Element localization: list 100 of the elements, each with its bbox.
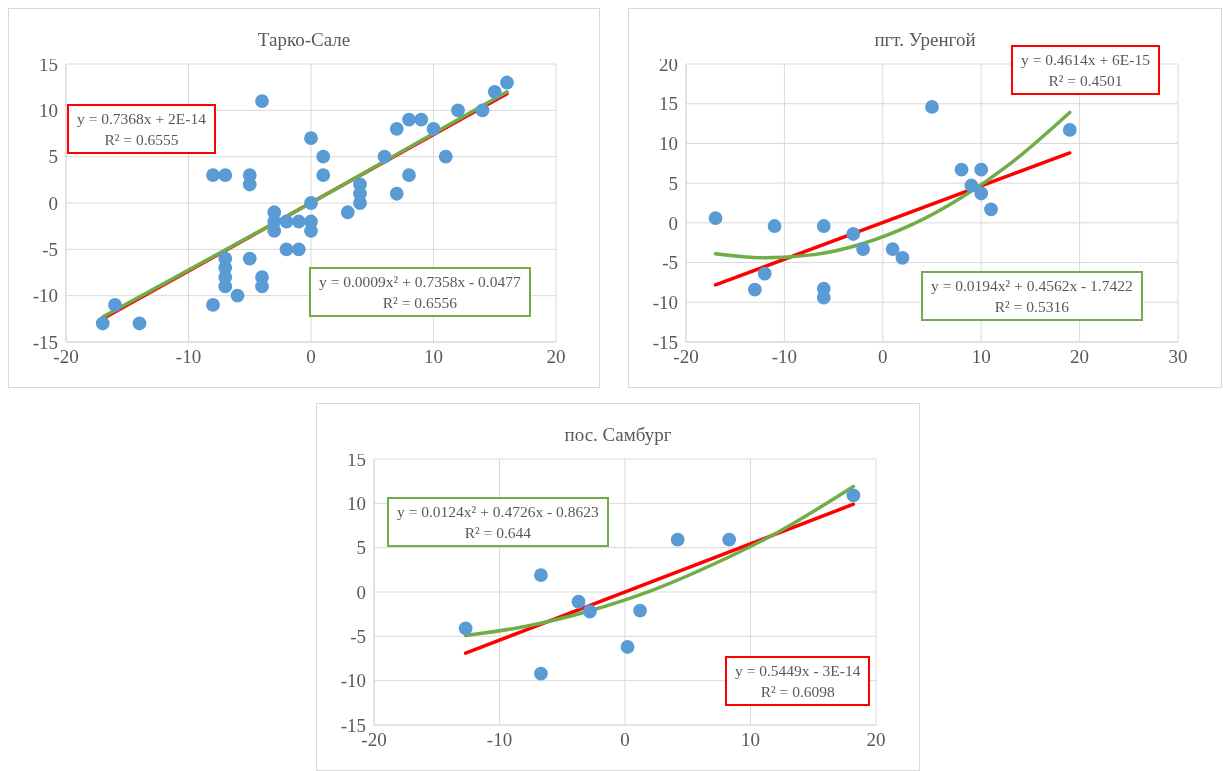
point <box>747 282 762 297</box>
x-tick-label: -10 <box>771 346 798 368</box>
point <box>487 84 502 99</box>
x-tick-label: 0 <box>878 346 888 368</box>
y-tick-label: 0 <box>356 581 366 603</box>
point <box>954 162 969 177</box>
line-series <box>713 110 1072 260</box>
x-tick-label: 10 <box>971 346 991 368</box>
point <box>895 250 910 265</box>
point <box>279 214 294 229</box>
point <box>206 298 220 312</box>
point <box>984 202 998 217</box>
point <box>964 178 979 193</box>
point <box>291 242 306 257</box>
annotation: y = 0.0194x² + 0.4562x - 1.7422 R² = 0.5316 <box>921 271 1143 321</box>
y-tick-label: -5 <box>42 239 58 261</box>
y-tick-label: 10 <box>659 133 678 155</box>
y-tick-label: 5 <box>668 172 678 194</box>
x-tick-label: 30 <box>1168 346 1188 368</box>
point <box>316 149 331 164</box>
point <box>757 266 772 281</box>
y-tick-label: -15 <box>652 331 678 353</box>
annotation: y = 0.7368x + 2E-14 R² = 0.6555 <box>67 104 216 154</box>
y-tick-label: -10 <box>340 670 366 692</box>
point <box>451 103 465 118</box>
x-tick-label: 10 <box>741 729 760 751</box>
y-tick-label: 10 <box>39 100 58 122</box>
point <box>426 121 441 136</box>
x-tick-label: 0 <box>306 346 316 368</box>
point <box>534 568 548 583</box>
point <box>1062 123 1077 137</box>
point <box>925 100 939 114</box>
point <box>458 621 473 636</box>
point <box>708 211 723 225</box>
chart-title: пос. Самбург <box>564 424 672 445</box>
y-tick-label: 0 <box>668 212 678 234</box>
point <box>255 94 269 108</box>
x-tick-label: 10 <box>424 346 443 368</box>
x-tick-label: 20 <box>866 729 886 751</box>
point <box>620 640 635 654</box>
point <box>582 604 597 619</box>
point <box>353 196 367 210</box>
chart-title: пгт. Уренгой <box>874 29 976 50</box>
point <box>108 298 122 312</box>
chart-title: Тарко-Сале <box>257 29 351 50</box>
annotation: y = 0.0124x² + 0.4726x - 0.8623 R² = 0.644 <box>387 497 609 547</box>
annotation: y = 0.0009x² + 0.7358x - 0.0477 R² = 0.6556 <box>309 267 531 317</box>
point <box>242 177 257 192</box>
annotation: y = 0.5449x - 3E-14 R² = 0.6098 <box>725 656 871 706</box>
point <box>316 168 331 183</box>
x-tick-label: -10 <box>486 729 513 751</box>
y-tick-label: 10 <box>347 493 366 515</box>
x-tick-label: -10 <box>175 346 202 368</box>
point <box>846 227 861 241</box>
y-tick-label: 15 <box>39 53 58 75</box>
y-tick-label: -10 <box>652 292 678 314</box>
point <box>633 603 647 618</box>
point <box>438 149 453 164</box>
point <box>377 149 392 164</box>
annotation: y = 0.4614x + 6E-15 R² = 0.4501 <box>1011 45 1160 95</box>
point <box>389 121 404 136</box>
point <box>242 251 257 266</box>
point <box>475 103 490 118</box>
point <box>414 112 429 127</box>
point <box>816 219 831 233</box>
y-tick-label: -5 <box>662 252 678 274</box>
x-tick-label: 20 <box>546 346 566 368</box>
point <box>974 186 989 201</box>
point <box>500 75 514 90</box>
y-tick-label: 15 <box>347 448 366 470</box>
y-tick-label: -5 <box>350 626 366 648</box>
point <box>974 162 989 177</box>
x-tick-label: 0 <box>620 729 630 751</box>
y-tick-label: -10 <box>32 285 58 307</box>
y-tick-label: 0 <box>48 192 58 214</box>
point <box>230 288 245 303</box>
point <box>670 532 685 547</box>
point <box>304 196 318 210</box>
point <box>402 168 416 183</box>
point <box>767 219 782 233</box>
y-tick-label: 5 <box>48 146 58 168</box>
point <box>534 666 548 681</box>
point <box>722 532 737 547</box>
point <box>856 242 871 256</box>
y-tick-label: 5 <box>356 537 366 559</box>
y-tick-label: 15 <box>659 93 678 115</box>
point <box>340 205 355 220</box>
point <box>132 316 147 331</box>
point <box>291 214 306 229</box>
point <box>402 112 416 127</box>
point <box>846 488 861 503</box>
point <box>571 594 586 609</box>
point <box>279 242 294 257</box>
point <box>304 131 318 146</box>
x-tick-label: 20 <box>1070 346 1090 368</box>
point <box>218 279 233 294</box>
point <box>218 168 233 183</box>
point <box>206 168 220 183</box>
point <box>389 186 404 201</box>
y-tick-label: -15 <box>32 331 58 353</box>
